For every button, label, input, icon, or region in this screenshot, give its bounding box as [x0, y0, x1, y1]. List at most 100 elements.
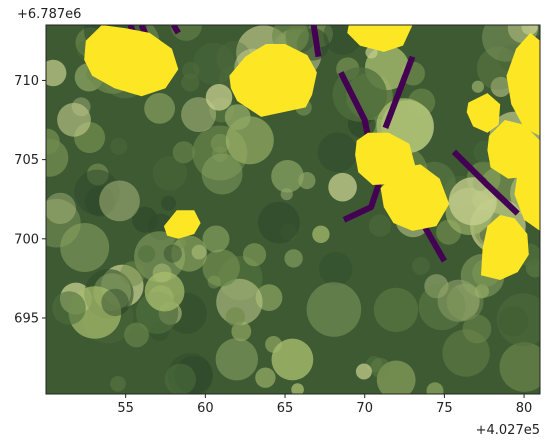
canopy-blob — [271, 338, 314, 381]
canopy-blob — [205, 84, 233, 111]
x-tick-label: 55 — [117, 401, 134, 416]
canopy-blob — [265, 336, 282, 353]
canopy-blob — [306, 282, 362, 337]
x-tick-label: 75 — [436, 401, 453, 416]
canopy-blob — [490, 76, 511, 97]
canopy-blob — [132, 206, 158, 233]
plot-frame — [45, 24, 541, 395]
tree-crown-polygon-2 — [229, 44, 317, 117]
canopy-blob — [201, 153, 243, 195]
canopy-blob — [52, 291, 86, 325]
x-tick-label: 80 — [516, 401, 533, 416]
canopy-blob — [173, 237, 186, 250]
canopy-blob — [152, 156, 187, 191]
y-offset-label: +6.787e6 — [17, 7, 81, 22]
canopy-blob — [424, 274, 449, 299]
line-feature-8 — [422, 226, 448, 263]
tree-crown-polygon-7 — [514, 146, 540, 231]
canopy-blob — [161, 195, 176, 211]
canopy-blob — [124, 322, 149, 348]
canopy-blob — [71, 97, 91, 117]
y-tick-label: 710 — [14, 74, 39, 89]
canopy-blob — [370, 357, 391, 378]
canopy-blob — [225, 307, 246, 327]
canopy-blob — [368, 214, 392, 237]
y-tick-label: 700 — [14, 232, 39, 247]
canopy-blob — [215, 338, 258, 381]
line-feature-5 — [338, 71, 371, 137]
canopy-blob — [224, 104, 251, 130]
canopy-blob — [373, 287, 419, 333]
canopy-blob — [99, 180, 140, 222]
canopy-blob — [192, 42, 235, 85]
canopy-blob — [144, 93, 176, 124]
canopy-blob — [202, 225, 230, 253]
canopy-blob — [171, 235, 208, 272]
x-tick-label: 60 — [197, 401, 214, 416]
x-axis: 55 60 65 70 75 80 — [117, 394, 532, 416]
canopy-blob — [46, 128, 60, 155]
tree-crown-polygon-9 — [466, 93, 501, 133]
canopy-blob — [164, 363, 196, 394]
canopy-blob — [74, 169, 120, 215]
line-feature-3 — [170, 25, 181, 35]
canopy-blob — [46, 192, 76, 225]
canopy-blob — [120, 261, 146, 287]
tree-crown-polygon-1 — [84, 25, 179, 97]
line-feature-7 — [342, 177, 384, 223]
canopy-blob — [448, 177, 497, 226]
canopy-blob — [191, 244, 207, 260]
y-axis: 695 700 705 710 — [14, 74, 46, 326]
canopy-blob — [521, 25, 538, 35]
canopy-blob — [418, 283, 466, 331]
y-tick-label: 705 — [14, 153, 39, 168]
canopy-blob — [163, 244, 182, 263]
canopy-blob — [255, 367, 276, 388]
tree-crown-polygon-layer — [84, 25, 540, 280]
y-tick-label: 695 — [14, 311, 39, 326]
canopy-blob — [442, 329, 490, 377]
x-tick-label: 70 — [356, 401, 373, 416]
canopy-blob — [242, 243, 267, 267]
canopy-blob — [144, 271, 185, 312]
line-feature-layer — [127, 25, 520, 263]
canopy-blob — [376, 360, 416, 394]
tree-crown-polygon-5 — [380, 164, 450, 231]
canopy-blob — [355, 363, 372, 380]
canopy-blob — [46, 59, 67, 87]
canopy-blob — [471, 80, 484, 93]
canopy-blob — [110, 376, 126, 392]
canopy-blob — [134, 231, 186, 283]
canopy-blob — [181, 97, 217, 133]
line-feature-4 — [310, 25, 322, 58]
plot-area — [46, 25, 540, 394]
canopy-blob — [426, 382, 444, 394]
canopy-blob — [57, 102, 91, 137]
canopy-blob — [462, 314, 492, 344]
canopy-blob — [207, 275, 221, 289]
canopy-blob — [496, 293, 540, 347]
tree-crown-polygon-10 — [481, 215, 529, 280]
line-feature-9 — [451, 149, 520, 216]
x-offset-label: +4.027e5 — [476, 423, 540, 438]
canopy-blob — [498, 306, 529, 337]
canopy-blob — [202, 249, 240, 287]
canopy-blob — [172, 141, 195, 164]
canopy-blob — [328, 172, 357, 202]
canopy-blob — [271, 160, 304, 193]
tree-crown-polygon-11 — [163, 210, 201, 239]
tree-crown-polygon-3 — [347, 25, 413, 52]
canopy-blob — [317, 132, 358, 173]
canopy-blob — [499, 342, 540, 392]
canopy-blob — [181, 73, 200, 92]
canopy-blob — [284, 249, 303, 268]
canopy-blob — [318, 252, 353, 286]
canopy-blob — [291, 383, 304, 394]
tree-crown-polygon-8 — [506, 32, 540, 136]
canopy-blob — [138, 245, 156, 263]
line-feature-6 — [382, 55, 416, 129]
canopy-blob — [312, 225, 330, 243]
x-tick-label: 65 — [277, 401, 294, 416]
canopy-blob — [60, 223, 110, 272]
